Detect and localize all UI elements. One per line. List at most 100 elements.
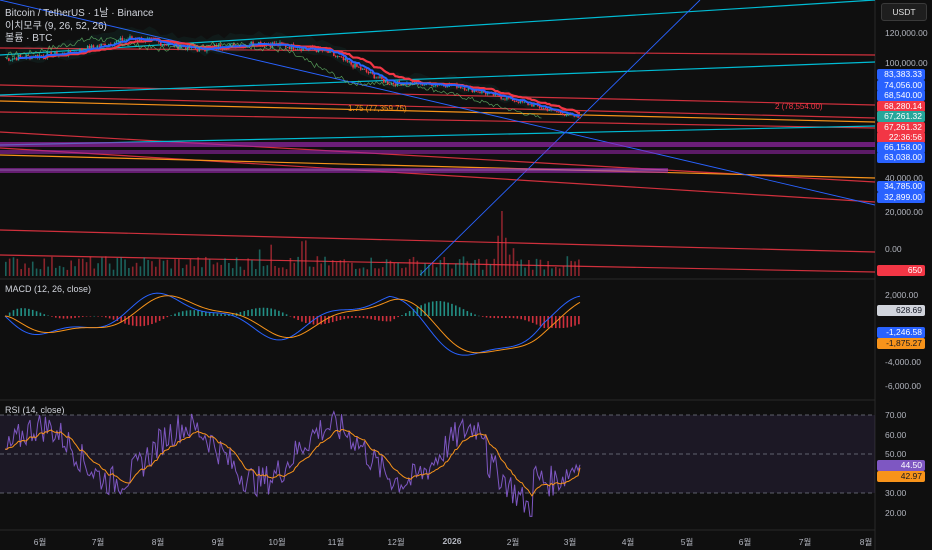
- macd-histogram-bar: [301, 316, 303, 322]
- rsi-title[interactable]: RSI (14, close): [5, 405, 65, 415]
- volume-bar: [312, 266, 315, 276]
- macd-title[interactable]: MACD (12, 26, close): [5, 284, 92, 294]
- macd-histogram-bar: [574, 316, 576, 326]
- candle: [300, 48, 302, 51]
- macd-histogram-bar: [293, 316, 296, 319]
- macd-histogram-bar: [405, 313, 407, 316]
- fib-175-label: 1.75 (77,359.75): [348, 104, 407, 113]
- ichimoku-legend[interactable]: 이치모쿠 (9, 26, 52, 26): [5, 21, 107, 32]
- volume-bar: [347, 263, 349, 276]
- volume-bar: [474, 259, 476, 276]
- macd-histogram-bar: [416, 307, 419, 316]
- volume-bar: [351, 262, 353, 276]
- candle: [163, 44, 166, 46]
- candle: [284, 44, 287, 48]
- candle: [338, 56, 341, 58]
- volume-bar: [116, 258, 119, 276]
- macd-histogram-bar: [105, 316, 107, 318]
- currency-button[interactable]: USDT: [881, 3, 927, 21]
- volume-bar: [320, 263, 322, 276]
- volume-bar: [324, 256, 326, 276]
- macd-histogram-bar: [28, 308, 30, 316]
- macd-histogram-bar: [424, 303, 426, 316]
- macd-histogram-bar: [339, 316, 342, 321]
- macd-histogram-bar: [397, 316, 399, 318]
- candle: [221, 48, 224, 50]
- candle: [88, 45, 91, 50]
- macd-histogram-bar: [20, 308, 22, 316]
- price-axis-tick: 20,000.00: [885, 207, 923, 217]
- volume-bar: [412, 256, 415, 276]
- volume-bar: [266, 265, 269, 276]
- macd-histogram-bar: [47, 315, 49, 317]
- volume-bar: [539, 259, 542, 276]
- candle: [231, 43, 233, 45]
- macd-histogram-bar: [466, 311, 469, 316]
- time-axis-tick: 6월: [33, 537, 47, 547]
- candle: [533, 104, 535, 107]
- macd-histogram-bar: [166, 316, 169, 318]
- volume-bar: [478, 258, 480, 276]
- volume-bar: [143, 257, 146, 276]
- volume-bar: [220, 264, 222, 276]
- volume-bar: [235, 257, 238, 276]
- volume-bar: [416, 260, 419, 276]
- candle: [563, 114, 566, 116]
- candle: [79, 48, 81, 54]
- volume-bar: [335, 262, 338, 276]
- macd-histogram-bar: [547, 316, 549, 328]
- macd-histogram-bar: [239, 312, 242, 316]
- macd-histogram-bar: [208, 312, 211, 316]
- candle: [463, 87, 466, 91]
- volume-bar: [362, 267, 365, 276]
- volume-bar: [228, 262, 230, 276]
- price-axis-tick: 100,000.00: [885, 58, 928, 68]
- macd-histogram-bar: [531, 316, 534, 323]
- candle: [15, 57, 18, 61]
- candle: [69, 50, 72, 54]
- macd-histogram-bar: [489, 316, 492, 318]
- macd-histogram-bar: [143, 316, 146, 326]
- candle: [294, 49, 297, 51]
- volume-bar: [178, 259, 180, 276]
- macd-histogram-bar: [51, 316, 53, 317]
- macd-histogram-bar: [528, 316, 530, 322]
- volume-bar: [81, 258, 84, 276]
- macd-histogram-bar: [12, 310, 15, 316]
- macd-histogram-bar: [247, 310, 249, 316]
- volume-bar: [289, 258, 292, 276]
- ichimoku-base-line: [43, 37, 581, 115]
- candle: [346, 58, 349, 62]
- candle: [223, 48, 226, 50]
- macd-histogram-bar: [81, 316, 84, 317]
- trend-line-blue: [419, 0, 701, 276]
- price-axis-tick: 120,000.00: [885, 28, 928, 38]
- macd-histogram-bar: [358, 316, 361, 318]
- volume-bar: [389, 260, 392, 276]
- zone-band: [0, 150, 875, 154]
- candle: [479, 91, 481, 93]
- candle: [100, 43, 102, 47]
- volume-bar: [85, 262, 88, 276]
- rsi-axis-tick: 70.00: [885, 410, 907, 420]
- volume-bar: [501, 211, 503, 276]
- macd-histogram-bar: [251, 309, 253, 316]
- macd-histogram-bar: [85, 316, 88, 317]
- macd-histogram-bar: [455, 305, 457, 316]
- macd-histogram-bar: [281, 312, 284, 316]
- candle: [273, 42, 276, 45]
- macd-histogram-bar: [78, 316, 80, 318]
- candle: [359, 67, 362, 70]
- volume-bar: [139, 266, 142, 276]
- time-axis-tick: 2026: [442, 536, 462, 546]
- macd-histogram-bar: [262, 307, 265, 316]
- candle: [158, 41, 160, 43]
- time-axis-tick: 7월: [91, 537, 105, 547]
- volume-bar: [112, 269, 115, 276]
- candle: [394, 84, 397, 86]
- candle: [529, 104, 531, 105]
- volume-legend[interactable]: 볼륨 · BTC: [5, 33, 53, 44]
- macd-histogram-bar: [285, 314, 288, 316]
- macd-histogram-bar: [551, 316, 553, 328]
